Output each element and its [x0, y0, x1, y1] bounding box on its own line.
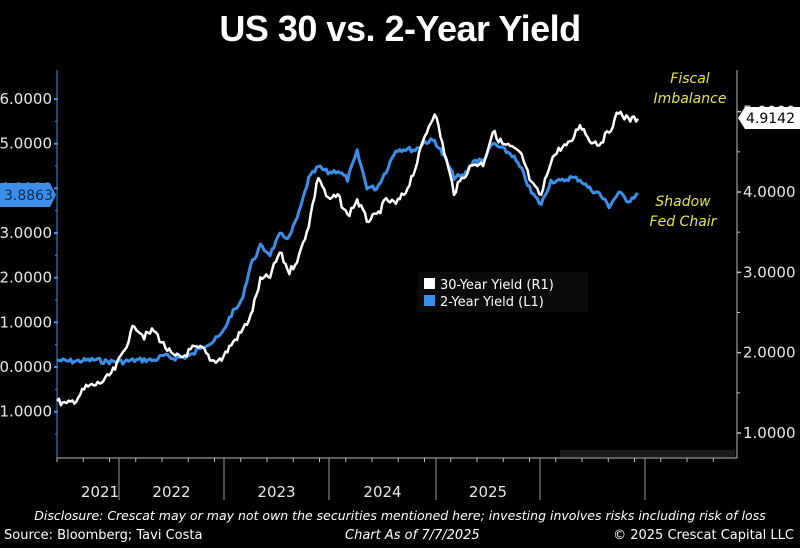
annotation-fiscal-line1: Fiscal: [670, 71, 710, 87]
right-tick-label: 1.0000: [743, 424, 796, 442]
as-of-date: Chart As of 7/7/2025: [345, 528, 480, 543]
series-2-year-yield: [56, 137, 639, 366]
scrollbar-track: [560, 450, 735, 457]
left-tick-label: 0.0000: [0, 358, 52, 376]
year-label: 2025: [469, 483, 507, 501]
left-tick-label: -1.0000: [0, 403, 52, 421]
annotation-fiscal-line2: Imbalance: [654, 91, 727, 107]
last-value-callouts: 3.8863 4.9142: [0, 107, 800, 207]
left-last-value-text: 3.8863: [4, 188, 53, 204]
legend-swatch-2-year: [424, 295, 435, 306]
left-tick-label: 6.0000: [0, 90, 52, 108]
chart-title: US 30 vs. 2-Year Yield: [219, 8, 581, 49]
left-tick-label: 3.0000: [0, 224, 52, 242]
series-30-year-yield: [56, 110, 640, 407]
copyright-text: © 2025 Crescat Capital LLC: [613, 528, 794, 543]
legend-label-30-year: 30-Year Yield (R1): [440, 278, 554, 293]
plot-frame: [57, 450, 737, 459]
x-axis: 2021 2022 2023 2024 2025: [56, 458, 714, 501]
left-tick-label: 5.0000: [0, 135, 52, 153]
legend-box: [418, 272, 588, 312]
year-label: 2023: [257, 483, 295, 501]
left-tick-label: 2.0000: [0, 269, 52, 287]
disclosure-text: Disclosure: Crescat may or may not own t…: [34, 508, 766, 523]
left-last-value-badge: [0, 183, 56, 207]
legend-label-2-year: 2-Year Yield (L1): [440, 295, 544, 310]
right-tick-label: 2.0000: [743, 344, 796, 362]
series-layer: [56, 110, 640, 407]
year-label: 2024: [363, 483, 401, 501]
right-last-value-text: 4.9142: [746, 111, 795, 127]
right-last-value-badge: [738, 107, 800, 129]
year-label: 2022: [152, 483, 190, 501]
left-tick-label: 1.0000: [0, 313, 52, 331]
right-tick-label: 3.0000: [743, 263, 796, 281]
left-axis: 6.00005.00004.00003.00002.00001.00000.00…: [0, 70, 58, 458]
source-text: Source: Bloomberg; Tavi Costa: [4, 528, 203, 543]
annotation-shadow-line1: Shadow: [655, 194, 711, 210]
annotation-shadow-line2: Fed Chair: [650, 214, 718, 230]
right-tick-label: 4.0000: [743, 183, 796, 201]
legend-swatch-30-year: [424, 278, 435, 289]
year-label: 2021: [81, 483, 119, 501]
legend: 30-Year Yield (R1) 2-Year Yield (L1): [418, 272, 588, 312]
annotations: Fiscal Imbalance Shadow Fed Chair: [650, 71, 727, 230]
